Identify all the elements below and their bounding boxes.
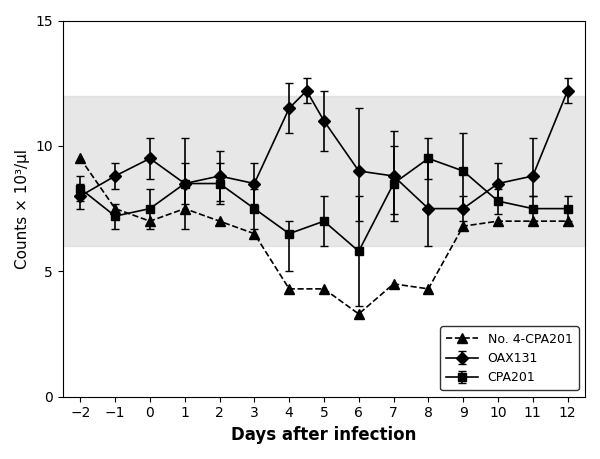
- Y-axis label: Counts × 10³/µl: Counts × 10³/µl: [15, 149, 30, 269]
- No. 4-CPA201: [181, 206, 188, 211]
- No. 4-CPA201: [286, 286, 293, 291]
- No. 4-CPA201: [529, 218, 536, 224]
- No. 4-CPA201: [355, 311, 362, 317]
- No. 4-CPA201: [251, 231, 258, 236]
- X-axis label: Days after infection: Days after infection: [231, 426, 416, 444]
- Bar: [63, 96, 585, 246]
- Legend: No. 4-CPA201, OAX131, CPA201: No. 4-CPA201, OAX131, CPA201: [440, 326, 579, 391]
- No. 4-CPA201: [77, 156, 84, 161]
- No. 4-CPA201: [216, 218, 223, 224]
- No. 4-CPA201: [425, 286, 432, 291]
- No. 4-CPA201: [390, 281, 397, 286]
- No. 4-CPA201: [320, 286, 328, 291]
- No. 4-CPA201: [460, 224, 467, 229]
- No. 4-CPA201: [112, 206, 119, 211]
- No. 4-CPA201: [494, 218, 502, 224]
- No. 4-CPA201: [564, 218, 571, 224]
- Line: No. 4-CPA201: No. 4-CPA201: [76, 154, 572, 319]
- No. 4-CPA201: [146, 218, 154, 224]
